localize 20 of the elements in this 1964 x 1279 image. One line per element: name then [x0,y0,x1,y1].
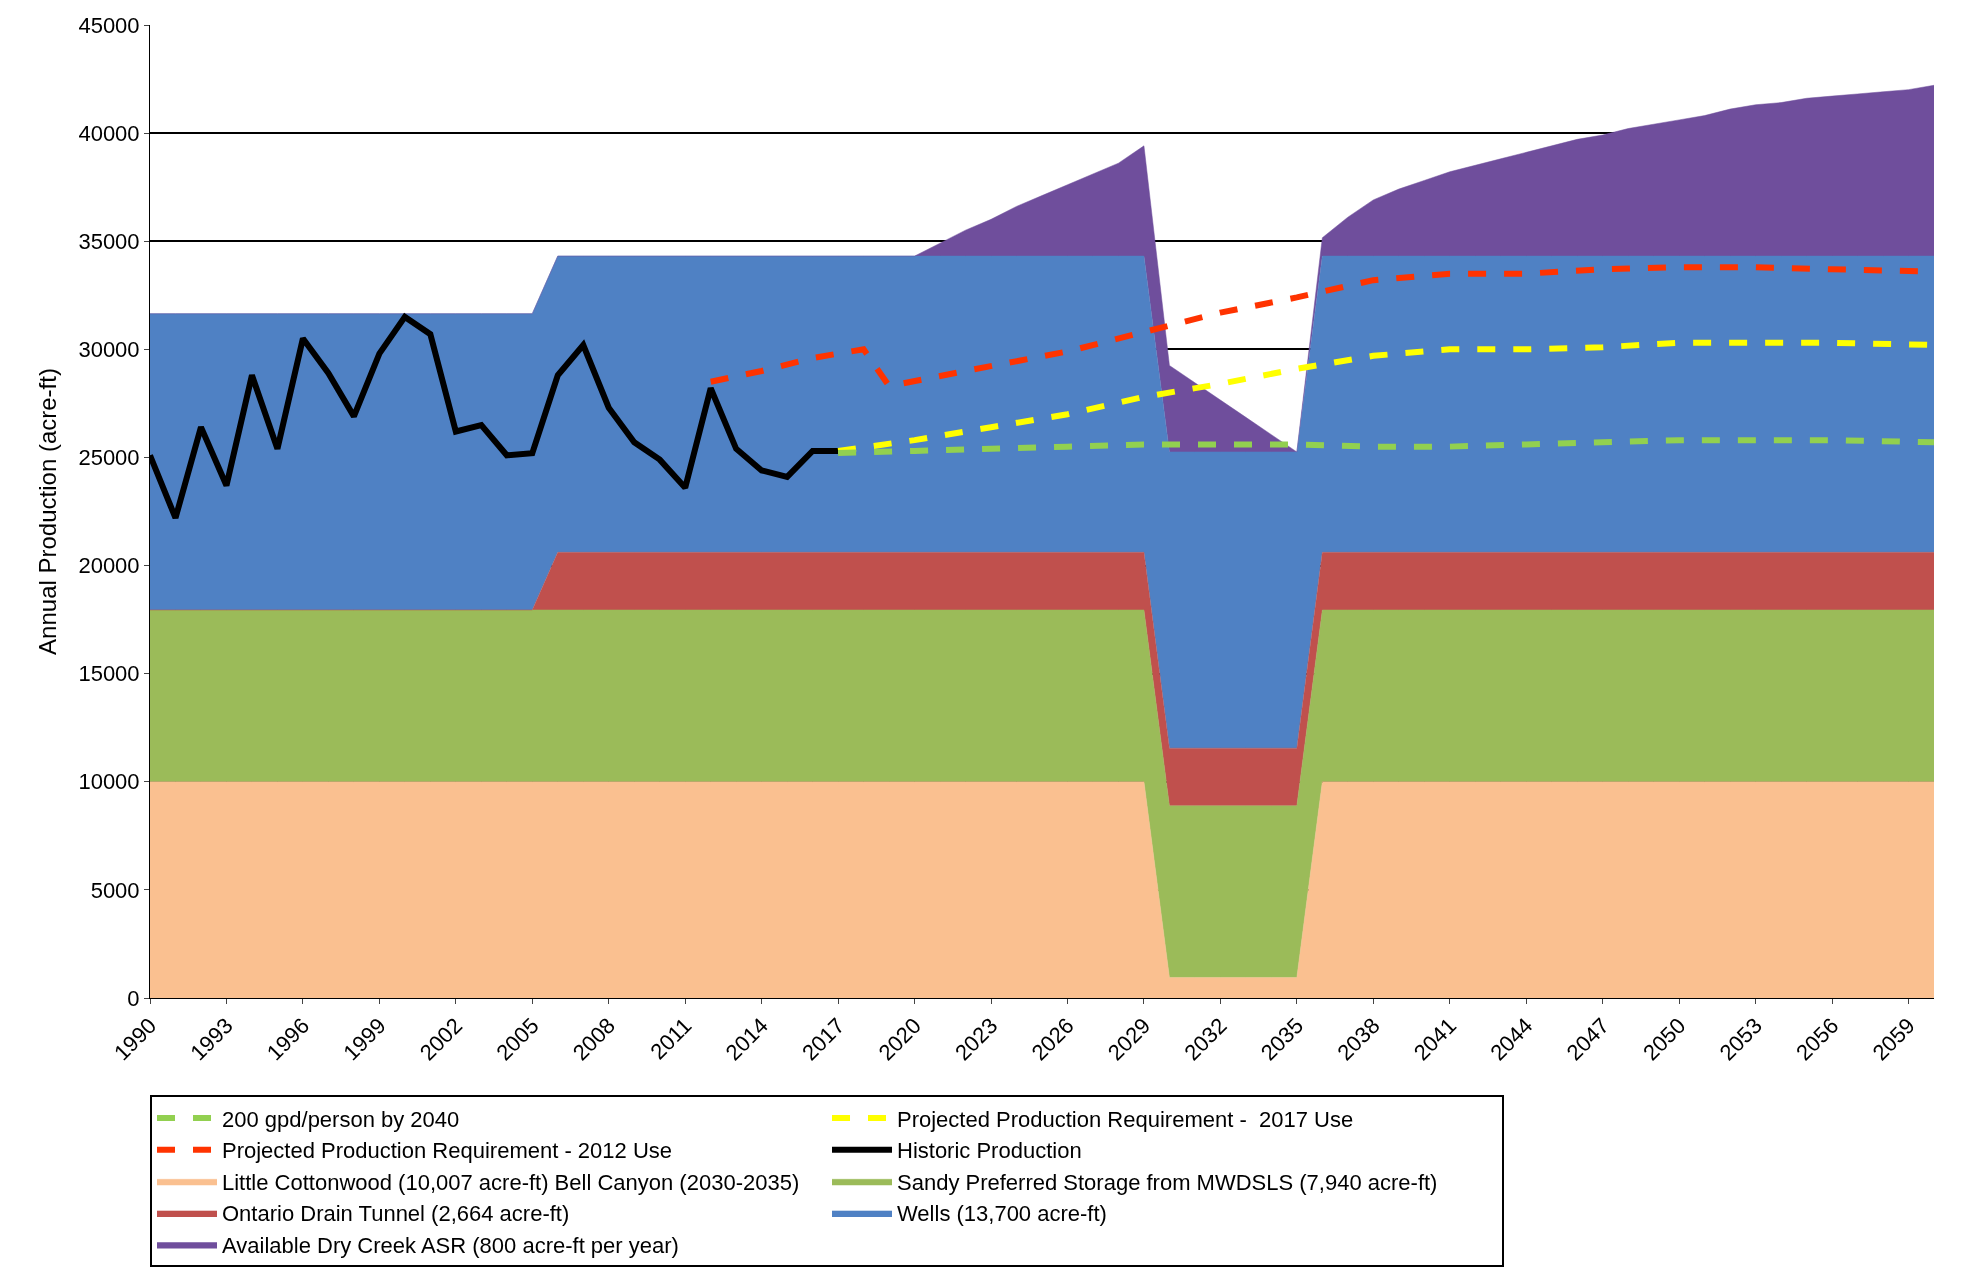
y-tick-label: 45000 [78,12,140,38]
y-axis-title: Annual Production (acre-ft) [33,368,61,655]
y-tick-label: 35000 [78,228,140,254]
y-tick-label: 15000 [78,661,140,687]
legend-label: Wells (13,700 acre-ft) [897,1201,1107,1227]
legend-label: Historic Production [897,1138,1082,1164]
y-tick-label: 40000 [78,120,140,146]
legend-label: Ontario Drain Tunnel (2,664 acre-ft) [222,1201,570,1227]
y-tick-label: 10000 [78,769,140,795]
legend-label: Little Cottonwood (10,007 acre-ft) Bell Canyon (2030-2035) [222,1169,800,1195]
y-tick-label: 30000 [78,337,140,363]
y-tick-label: 20000 [78,553,140,579]
legend-label: Projected Production Requirement - 2017 Use [897,1106,1354,1132]
legend-label: Projected Production Requirement - 2012 Use [222,1138,673,1164]
y-tick-label: 25000 [78,445,140,471]
y-tick-label: 0 [127,985,140,1011]
legend-label: Sandy Preferred Storage from MWDSLS (7,940 acre-ft) [897,1169,1438,1195]
y-tick-label: 5000 [90,877,140,903]
legend-label: 200 gpd/person by 2040 [222,1106,460,1132]
legend-label: Available Dry Creek ASR (800 acre-ft per year) [222,1233,679,1259]
